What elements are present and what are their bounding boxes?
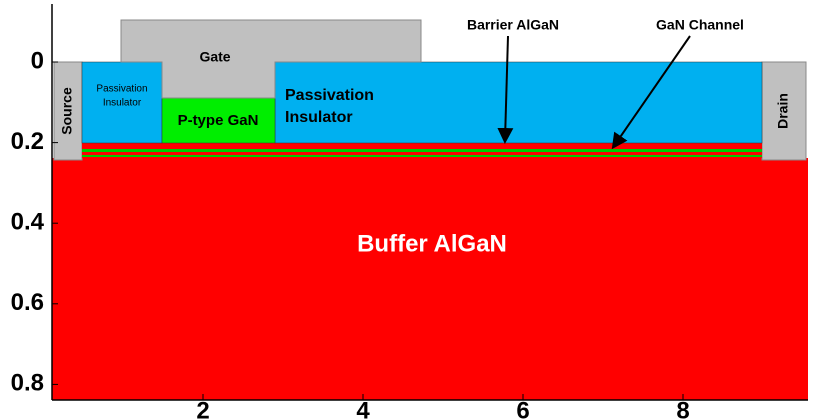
channel-label: GaN Channel bbox=[656, 17, 744, 33]
x-tick-label: 8 bbox=[676, 397, 689, 420]
passivation-right-label: Insulator bbox=[285, 109, 353, 126]
arrow bbox=[497, 35, 514, 144]
y-tick-label: 0 bbox=[31, 47, 44, 74]
p-type-label: P-type GaN bbox=[178, 112, 259, 129]
regions bbox=[52, 19, 808, 400]
gate-label: Gate bbox=[199, 49, 230, 65]
y-tick-label: 0.2 bbox=[11, 128, 44, 155]
passivation-right-region bbox=[274, 61, 763, 144]
axes: 2 4 6 8 0 0.2 0.4 0.6 0.8 bbox=[11, 4, 808, 420]
x-tick-label: 6 bbox=[516, 397, 529, 420]
buffer-region bbox=[52, 158, 808, 400]
barrier-label: Barrier AlGaN bbox=[467, 17, 559, 33]
gate-region bbox=[120, 19, 422, 99]
channel-region-lower bbox=[82, 155, 762, 157]
x-tick-label: 2 bbox=[196, 397, 209, 420]
y-tick-label: 0.6 bbox=[11, 289, 44, 316]
passivation-left-label: Insulator bbox=[103, 98, 142, 109]
drain-label: Drain bbox=[775, 93, 791, 129]
buffer-label: Buffer AlGaN bbox=[357, 230, 507, 257]
passivation-right-label: Passivation bbox=[285, 87, 374, 104]
y-tick-label: 0.4 bbox=[11, 209, 45, 236]
source-label: Source bbox=[59, 87, 75, 135]
drain-region bbox=[761, 61, 807, 161]
source-region bbox=[53, 61, 83, 161]
channel-region bbox=[82, 149, 762, 152]
passivation-left-label: Passivation bbox=[96, 84, 147, 95]
x-tick-label: 4 bbox=[356, 397, 370, 420]
arrow bbox=[611, 35, 691, 150]
region-labels: Gate Source Drain Passivation Insulator … bbox=[59, 17, 791, 258]
y-tick-label: 0.8 bbox=[11, 370, 44, 397]
